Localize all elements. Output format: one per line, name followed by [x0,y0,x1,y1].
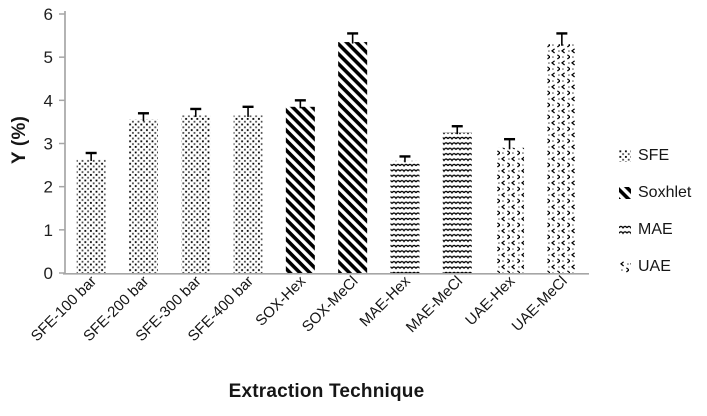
y-tick-label: 2 [44,178,53,197]
bar-sox-mecl [338,42,368,273]
legend-swatch-chevrons-icon [619,260,631,273]
legend-item-mae: MAE [619,218,691,241]
legend: SFE Soxhlet MAE UAE [619,144,691,278]
legend-label: UAE [638,257,671,275]
x-axis-title: Extraction Technique [228,381,425,402]
legend-swatch-waves-icon [619,223,631,236]
bar-uae-mecl [547,44,577,273]
y-tick-label: 0 [44,264,53,283]
legend-label: Soxhlet [638,183,692,201]
legend-swatch-dots-icon [619,149,631,162]
legend-label: SFE [638,146,670,164]
y-tick-label: 1 [44,221,53,240]
bar-sfe-200-bar [128,119,158,273]
legend-item-soxhlet: Soxhlet [619,181,691,204]
y-tick-label: 3 [44,135,53,154]
x-tick-label-uae-mecl: UAE-MeCl [509,273,571,335]
bar-sfe-100-bar [76,159,106,273]
y-axis-title: Y (%) [9,115,30,165]
y-tick-label: 6 [44,5,53,24]
legend-swatch-diagonal-stripes-icon [619,186,631,199]
y-tick-label: 4 [44,91,53,110]
legend-label: MAE [638,220,673,238]
legend-item-sfe: SFE [619,144,691,167]
bar-sfe-400-bar [233,115,263,273]
bar-mae-mecl [442,132,472,273]
legend-item-uae: UAE [619,255,691,278]
bar-mae-hex [390,160,420,273]
y-tick-label: 5 [44,48,53,67]
x-tick-label-sox-mecl: SOX-MeCl [299,273,362,336]
bar-sfe-300-bar [181,115,211,273]
bar-uae-hex [495,147,525,273]
x-tick-label-mae-mecl: MAE-MeCl [403,273,466,336]
bar-sox-hex [285,106,315,273]
